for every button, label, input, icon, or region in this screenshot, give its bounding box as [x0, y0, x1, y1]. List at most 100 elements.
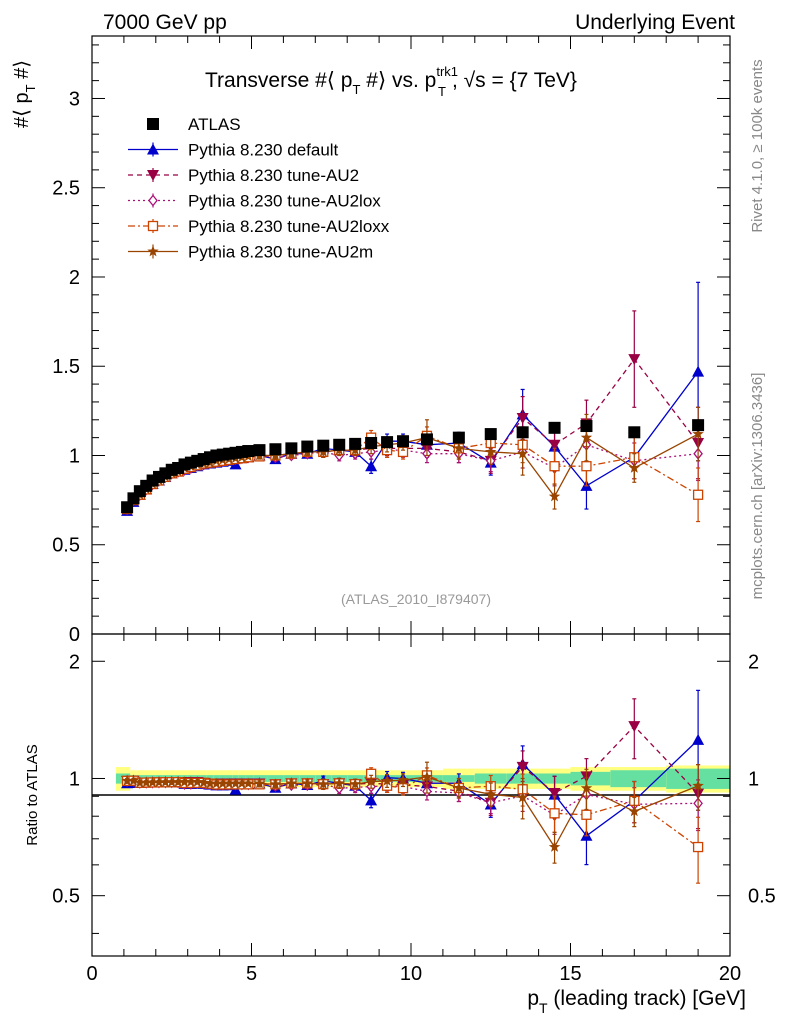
- ratio-series-layer: [121, 689, 705, 884]
- ratio-point: [692, 779, 704, 791]
- atlas-point: [452, 431, 465, 444]
- atlas-point: [420, 433, 433, 446]
- ratio-plot-frame: [91, 633, 731, 957]
- ratio-point: [317, 778, 329, 789]
- legend-label: Pythia 8.230 default: [188, 141, 339, 160]
- series-line: [126, 358, 699, 510]
- legend-marker: [148, 194, 158, 207]
- atlas-point: [253, 444, 266, 457]
- atlas-data: [121, 419, 705, 514]
- analysis-label: (ATLAS_2010_I879407): [341, 591, 491, 607]
- data-point: [628, 354, 641, 366]
- ratio-point: [333, 777, 345, 789]
- ratio-point: [191, 776, 203, 787]
- ratio-point: [548, 787, 561, 799]
- ratio-point: [421, 770, 433, 782]
- xlabel-tail: (leading track) [GeV]: [548, 987, 746, 1010]
- x-axis-label: pT (leading track) [GeV]: [527, 987, 746, 1016]
- y-tick-label: 0.5: [52, 535, 80, 557]
- data-point: [485, 445, 497, 457]
- chart-title: Transverse #⟨ pT #⟩ vs. ptrk1 T, √s = {7 …: [205, 64, 577, 99]
- ratio-point: [159, 776, 172, 788]
- legend-entry: Pythia 8.230 tune-AU2m: [128, 243, 373, 262]
- data-point: [581, 461, 592, 472]
- atlas-point: [580, 420, 593, 433]
- ratio-y-tick-label-right: 1: [748, 768, 759, 790]
- ratio-point: [516, 791, 529, 803]
- ratio-point: [127, 774, 140, 786]
- atlas-point: [333, 438, 346, 451]
- legend-marker: [147, 143, 159, 155]
- ratio-axis-ticks: 0 5 10 15 20 0.5 0.5 1 1 2 2: [52, 634, 776, 985]
- top-axis-ticks: 0 0.5 1 1.5 2 2.5 3: [52, 36, 731, 646]
- ratio-point: [397, 774, 409, 785]
- ratio-point: [223, 777, 235, 789]
- ratio-point: [166, 776, 178, 787]
- legend-entry: ATLAS: [147, 115, 241, 134]
- ratio-point: [548, 841, 561, 852]
- ratio-y-axis-label: Ratio to ATLAS: [24, 744, 41, 845]
- ratio-point: [349, 778, 361, 789]
- atlas-point: [317, 439, 330, 452]
- ratio-point: [197, 776, 210, 788]
- title-sub-t2: T: [438, 84, 446, 99]
- ratio-point: [253, 777, 266, 789]
- x-tick-label: 10: [400, 963, 422, 985]
- header-right: Underlying Event: [575, 11, 735, 34]
- mcplots-label: mcplots.cern.ch [arXiv:1306.3436]: [749, 373, 766, 600]
- ratio-y-tick-label: 0.5: [52, 886, 80, 908]
- atlas-point: [548, 421, 561, 434]
- ratio-point: [172, 776, 184, 787]
- title-sqrt-text: , √s = {7 TeV}: [452, 69, 577, 92]
- ratio-y-tick-label-right: 0.5: [748, 886, 776, 908]
- ratio-y-tick-label: 2: [69, 651, 80, 673]
- legend-label: ATLAS: [188, 115, 241, 134]
- ratio-point: [178, 776, 191, 787]
- ratio-point: [153, 776, 165, 788]
- data-point: [580, 431, 593, 443]
- ratio-point: [381, 774, 393, 786]
- ratio-y-tick-label-right: 2: [748, 651, 759, 673]
- data-point: [628, 462, 640, 473]
- ratio-point: [516, 761, 529, 773]
- atlas-point: [397, 435, 410, 448]
- ratio-point: [365, 775, 377, 787]
- ratio-point: [692, 733, 705, 745]
- x-tick-label: 20: [719, 963, 741, 985]
- atlas-point: [692, 419, 705, 432]
- data-point: [548, 490, 561, 502]
- data-point: [453, 442, 465, 454]
- atlas-point: [242, 445, 255, 458]
- legend-marker: [147, 245, 159, 257]
- ratio-point: [121, 774, 133, 786]
- data-point: [516, 447, 529, 459]
- ratio-point: [692, 841, 704, 853]
- ratio-point: [485, 788, 497, 800]
- y-tick-label: 3: [69, 88, 80, 110]
- ratio-point: [580, 782, 593, 793]
- legend-label: Pythia 8.230 tune-AU2loxx: [188, 217, 390, 236]
- data-point: [692, 489, 704, 500]
- atlas-point: [484, 428, 497, 441]
- ratio-y-tick-label: 1: [69, 768, 80, 790]
- atlas-point: [285, 442, 298, 455]
- ratio-point: [269, 778, 282, 790]
- title-prefix: Transverse #⟨ p: [205, 69, 352, 92]
- legend-label: Pythia 8.230 tune-AU2: [188, 166, 359, 185]
- ratio-point: [210, 777, 223, 789]
- ratio-point: [581, 809, 592, 820]
- ylabel-tail: #⟩: [11, 60, 33, 84]
- atlas-point: [301, 440, 314, 453]
- atlas-point: [628, 426, 641, 439]
- legend-marker: [147, 170, 159, 181]
- ratio-point: [549, 808, 560, 819]
- ratio-point: [453, 782, 465, 793]
- ratio-point: [217, 777, 229, 789]
- ylabel-sub: T: [23, 84, 38, 92]
- legend-label: Pythia 8.230 tune-AU2m: [188, 243, 373, 262]
- legend-entry: Pythia 8.230 tune-AU2loxx: [128, 217, 390, 236]
- legend-marker: [147, 118, 159, 130]
- title-sup-trk1: trk1: [436, 64, 458, 79]
- data-point: [365, 460, 378, 472]
